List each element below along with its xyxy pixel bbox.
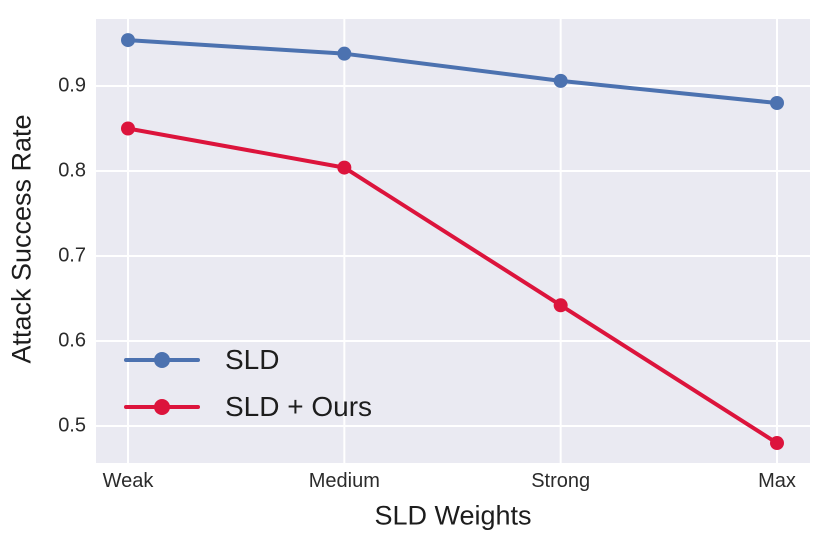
x-tick-label: Medium: [308, 470, 380, 492]
y-tick-label: 0.9: [58, 74, 86, 97]
legend: SLD SLD + Ours: [124, 340, 372, 426]
data-point: [553, 298, 568, 313]
data-point: [337, 160, 352, 175]
legend-dot-sld-ours: [154, 398, 170, 415]
legend-label-sld: SLD: [225, 343, 280, 375]
y-axis-label: Attack Success Rate: [6, 114, 37, 364]
data-point: [121, 33, 135, 48]
data-point: [770, 95, 784, 110]
legend-item-sld-ours: SLD + Ours: [124, 387, 372, 426]
y-tick-label: 0.8: [58, 159, 86, 182]
y-tick-label: 0.5: [58, 414, 86, 437]
y-tick-label: 0.7: [58, 244, 86, 267]
series-line-1: [127, 126, 779, 445]
data-point: [121, 121, 135, 136]
x-axis-label: SLD Weights: [374, 500, 532, 531]
legend-line-marker-sld: [124, 351, 200, 368]
legend-item-sld: SLD: [124, 340, 372, 379]
x-tick-label: Max: [758, 470, 796, 492]
legend-label-sld-ours: SLD + Ours: [225, 390, 373, 422]
data-point: [770, 436, 784, 451]
legend-line-marker-sld-ours: [124, 398, 200, 415]
data-point: [337, 46, 352, 61]
series-line-0: [127, 38, 778, 105]
data-point: [553, 73, 568, 88]
y-tick-label: 0.6: [58, 329, 86, 352]
legend-dot-sld: [154, 351, 170, 368]
x-tick-label: Weak: [102, 470, 154, 492]
x-tick-label: Strong: [531, 470, 591, 492]
